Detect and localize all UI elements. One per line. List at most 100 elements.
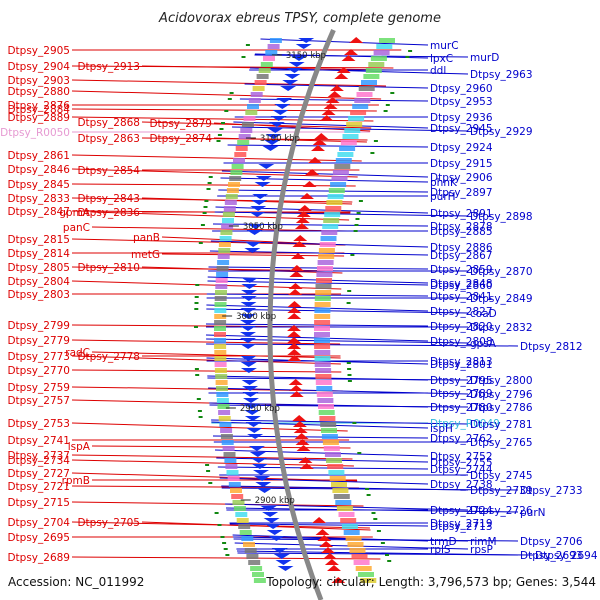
category-block xyxy=(328,470,345,475)
reverse-gene-label: ddl xyxy=(430,65,446,77)
forward-gene-label: Dtpsy_2799 xyxy=(7,320,70,332)
reverse-gene-arrow xyxy=(244,410,261,415)
reverse-gene-arrow xyxy=(241,290,258,295)
tick-label: 2950 kbp xyxy=(240,404,280,414)
category-block xyxy=(335,500,352,505)
category-block xyxy=(265,50,278,55)
forward-gene-label: Dtpsy_2803 xyxy=(7,289,70,301)
category-block xyxy=(360,578,377,583)
feature-mark xyxy=(380,542,385,544)
reverse-gene-label: Dtpsy_2726 xyxy=(470,505,533,517)
category-block xyxy=(314,326,330,331)
category-block xyxy=(214,332,226,337)
category-block xyxy=(314,362,331,367)
category-block xyxy=(356,92,373,97)
category-block xyxy=(349,548,366,553)
category-block xyxy=(358,572,374,577)
forward-gene-arrow xyxy=(294,433,309,439)
category-block xyxy=(327,194,344,199)
category-block xyxy=(314,308,331,313)
reverse-gene-label: Dtpsy_2812 xyxy=(520,341,583,353)
reverse-leader-line xyxy=(215,206,429,214)
forward-gene-arrow xyxy=(287,331,301,337)
category-block xyxy=(345,536,362,541)
forward-gene-arrow xyxy=(292,415,307,421)
category-block xyxy=(214,338,226,343)
category-block xyxy=(230,488,242,493)
forward-gene-arrow xyxy=(288,283,303,289)
category-block xyxy=(214,308,227,313)
category-block xyxy=(235,146,248,151)
category-block xyxy=(230,170,243,175)
reverse-gene-label: Dtpsy_2786 xyxy=(470,402,533,414)
category-block xyxy=(220,230,233,235)
category-block xyxy=(363,74,380,79)
category-block xyxy=(314,302,331,307)
category-block xyxy=(220,434,233,439)
category-block xyxy=(224,200,237,205)
reverse-gene-label: murD xyxy=(470,52,499,64)
category-block xyxy=(236,518,249,523)
forward-gene-arrow xyxy=(296,211,311,217)
forward-gene-arrow xyxy=(288,289,303,295)
category-block xyxy=(354,98,371,103)
forward-gene-label: Dtpsy_2846 xyxy=(7,164,70,176)
feature-mark xyxy=(208,176,213,178)
reverse-gene-label: Dtpsy_2867 xyxy=(430,250,493,262)
category-block xyxy=(350,110,367,115)
feature-mark xyxy=(206,470,211,472)
category-block xyxy=(214,296,227,301)
forward-gene-label: Dtpsy_2903 xyxy=(7,75,70,87)
forward-gene-arrow xyxy=(327,565,341,571)
category-block xyxy=(329,476,346,481)
reverse-gene-arrow xyxy=(255,176,272,181)
feature-mark xyxy=(202,212,207,214)
category-block xyxy=(318,248,335,253)
category-block xyxy=(315,380,332,385)
reverse-gene-arrow xyxy=(264,140,281,145)
feature-mark xyxy=(220,536,225,538)
feature-mark xyxy=(205,464,210,466)
forward-gene-arrow xyxy=(287,349,302,355)
forward-leader-line xyxy=(71,369,342,373)
category-block xyxy=(222,446,235,451)
category-block xyxy=(314,332,330,337)
reverse-gene-label: phnK xyxy=(430,177,458,189)
category-block xyxy=(234,152,247,157)
category-block xyxy=(373,50,390,55)
feature-mark xyxy=(358,200,363,202)
reverse-leader-line xyxy=(210,240,429,248)
reverse-gene-arrow xyxy=(245,242,262,247)
reverse-gene-label: Dtpsy_2706 xyxy=(520,536,583,548)
category-block xyxy=(361,80,377,85)
reverse-leader-line xyxy=(233,121,429,129)
reverse-gene-arrow xyxy=(240,356,257,361)
reverse-gene-label: Dtpsy_2898 xyxy=(470,211,533,223)
category-block xyxy=(314,338,330,343)
reverse-gene-label: Dtpsy_2755 xyxy=(430,457,493,469)
category-block xyxy=(321,434,338,439)
category-block xyxy=(316,386,333,391)
reverse-gene-arrow xyxy=(268,122,285,127)
feature-mark xyxy=(194,308,199,310)
feature-mark xyxy=(352,422,357,424)
forward-gene-label: Dtpsy_2845 xyxy=(7,179,70,191)
forward-gene-arrow xyxy=(292,421,307,427)
category-block xyxy=(216,266,229,271)
forward-gene-label: Dtpsy_2753 xyxy=(7,418,70,430)
reverse-gene-arrow xyxy=(240,314,257,319)
reverse-gene-arrow xyxy=(277,566,294,571)
category-block xyxy=(365,68,382,73)
forward-gene-label: Dtpsy_2715 xyxy=(7,497,70,509)
category-block xyxy=(220,428,233,433)
forward-gene-label: Dtpsy_2854 xyxy=(77,165,140,177)
backbone-arc xyxy=(267,28,336,600)
category-block xyxy=(314,350,331,355)
forward-gene-arrow xyxy=(331,577,346,583)
forward-leader-line xyxy=(71,90,382,100)
category-block xyxy=(335,158,352,163)
forward-gene-label: rpmB xyxy=(62,475,90,487)
reverse-gene-label: Dtpsy_2724 xyxy=(430,505,493,517)
forward-gene-arrow xyxy=(349,37,364,43)
forward-gene-label: Dtpsy_2904 xyxy=(7,61,70,73)
